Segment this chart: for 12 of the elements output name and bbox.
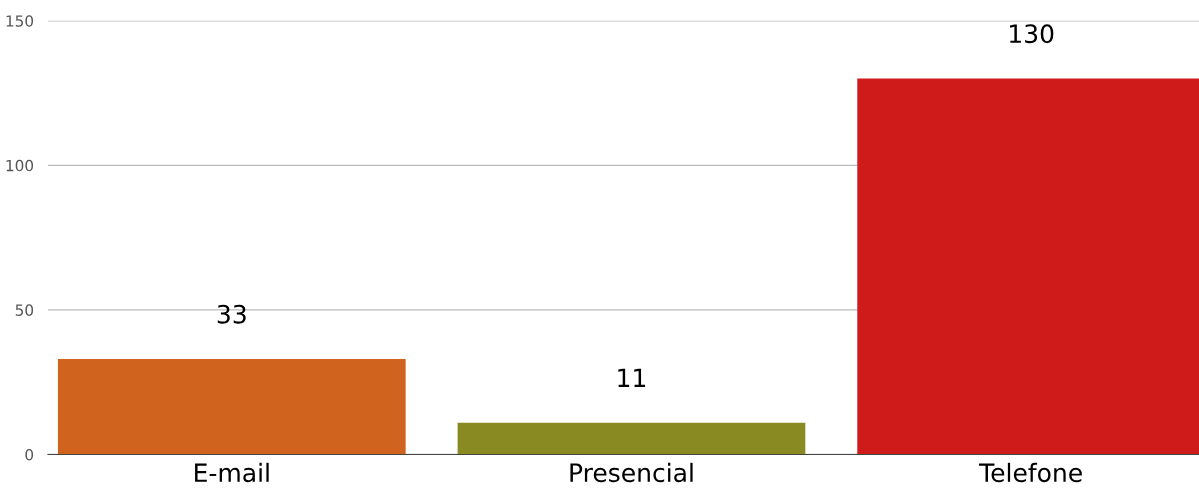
data-label: 33	[217, 304, 246, 324]
x-tick-label: Presencial	[570, 462, 693, 483]
y-tick-label: 50	[15, 304, 34, 316]
data-label: 11	[618, 368, 646, 387]
data-label: 130	[1010, 24, 1054, 44]
y-tick-label: 0	[25, 448, 34, 461]
y-tick-label: 100	[6, 159, 34, 172]
x-tick-label: Telefone	[979, 462, 1082, 483]
bar	[457, 422, 806, 455]
x-tick-label: E-mail	[195, 462, 269, 483]
y-tick-label: 150	[6, 15, 34, 27]
bar	[57, 359, 406, 455]
